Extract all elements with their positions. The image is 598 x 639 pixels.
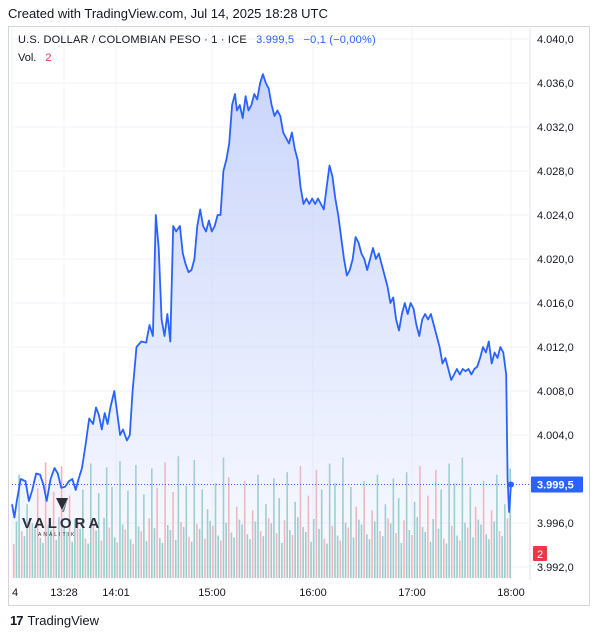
x-tick-label-6: 18:00 [497,587,525,599]
last-price-tag [531,476,583,493]
x-tick-label-3: 15:00 [198,587,226,599]
logo-mark-right [62,498,68,512]
y-tick-label-7: 4.012,0 [537,342,574,354]
symbol-legend[interactable]: U.S. DOLLAR / COLOMBIAN PESO · 1 · ICE 3… [18,34,376,46]
price-line [11,73,512,519]
y-tick-label-1: 4.036,0 [537,78,574,90]
x-tick-label-1: 13:28 [50,587,78,599]
volume-label: Vol. [18,52,37,64]
price-change: −0,1 (−0,00%) [303,34,376,46]
y-tick-label-6: 4.016,0 [537,298,574,310]
symbol-name: U.S. DOLLAR / COLOMBIAN PESO · 1 · ICE [18,34,247,46]
y-tick-label-4: 4.024,0 [537,210,574,222]
y-tick-label-8: 4.008,0 [537,386,574,398]
y-tick-label-11: 3.992,0 [537,562,574,574]
price-area [12,74,511,578]
logo-mark-left [56,498,68,510]
volume-value: 2 [45,52,52,64]
y-tick-label-9: 4.004,0 [537,430,574,442]
volume-tag [533,546,547,561]
y-tick-label-0: 4.040,0 [537,34,574,46]
y-tick-label-5: 4.020,0 [537,254,574,266]
volume-legend[interactable]: Vol. 2 [18,52,52,64]
x-tick-label-5: 17:00 [398,587,426,599]
last-price: 3.999,5 [256,34,295,46]
y-tick-label-3: 4.028,0 [537,166,574,178]
tradingview-logo-icon: 17 [10,613,24,628]
volume-tag-label: 2 [537,549,543,561]
footer-brand[interactable]: 17 TradingView [10,613,99,628]
x-tick-label-4: 16:00 [299,587,327,599]
brand-name: TradingView [27,613,100,628]
valora-logo: VALORA ANALITIK [22,498,102,538]
x-tick-label-0: 4 [12,587,18,599]
chart-caption: Created with TradingView.com, Jul 14, 20… [8,6,328,21]
y-tick-label-10: 3.996,0 [537,518,574,530]
x-tick-label-2: 14:01 [102,587,130,599]
logo-sub: ANALITIK [38,532,76,538]
last-price-tag-label: 3.999,5 [537,480,574,492]
logo-name: VALORA [22,515,102,532]
last-price-dot [508,481,514,488]
y-tick-label-2: 4.032,0 [537,122,574,134]
